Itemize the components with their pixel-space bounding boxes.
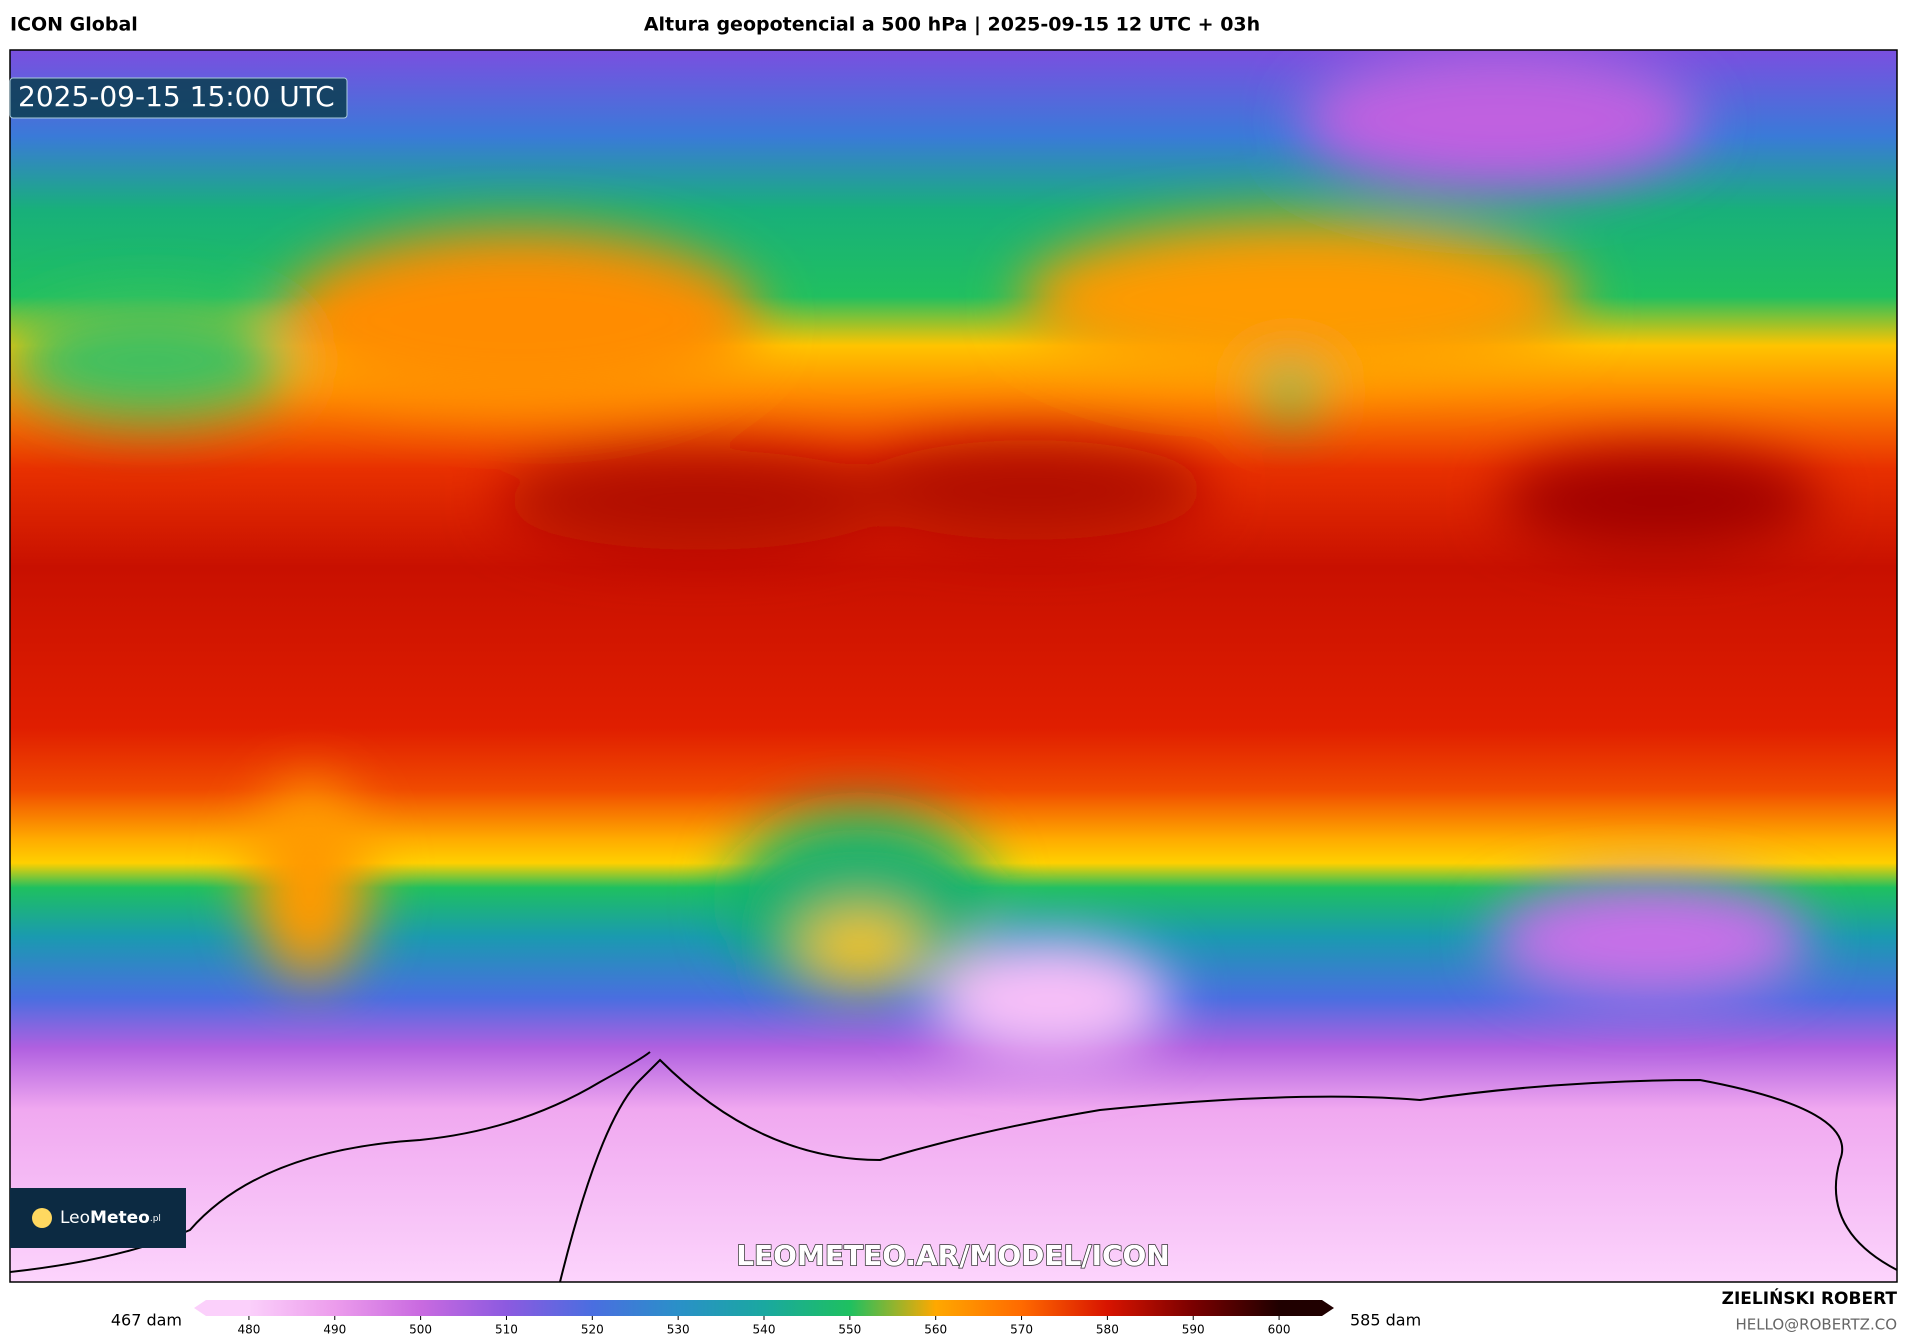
colorbar-tick-label: 500 xyxy=(409,1323,432,1337)
colorbar-tick-label: 560 xyxy=(924,1323,947,1337)
colorbar-tick-label: 510 xyxy=(495,1323,518,1337)
colorbar-min-label: 467 dam xyxy=(111,1311,182,1330)
logo-light: Leo xyxy=(60,1208,90,1228)
logo-bold: Meteo xyxy=(90,1208,150,1228)
credit-email: HELLO@ROBERTZ.CO xyxy=(1735,1316,1897,1334)
colorbar-tick-label: 490 xyxy=(323,1323,346,1337)
coastline xyxy=(559,1058,1897,1282)
map-title: Altura geopotencial a 500 hPa | 2025-09-… xyxy=(644,14,1260,36)
model-name: ICON Global xyxy=(10,14,138,36)
colorbar: 480 490 500 510 520 530 540 550 560 570 580 590 600 xyxy=(194,1300,1334,1337)
field xyxy=(10,50,1897,1282)
colorbar-tick-label: 540 xyxy=(753,1323,776,1337)
watermark: LEOMETEO.AR/MODEL/ICON xyxy=(736,1239,1170,1272)
map-frame xyxy=(9,49,1898,1283)
credit-name: ZIELIŃSKI ROBERT xyxy=(1722,1287,1898,1309)
colorbar-tick-label: 580 xyxy=(1096,1323,1119,1337)
logo-suffix: .pl xyxy=(150,1214,161,1224)
colorbar-extension xyxy=(194,1300,206,1316)
colorbar-extension xyxy=(1322,1300,1334,1316)
logo-sun xyxy=(32,1208,52,1228)
colorbar-tick-label: 600 xyxy=(1268,1323,1291,1337)
colorbar-tick-label: 480 xyxy=(237,1323,260,1337)
colorbar-tick-label: 590 xyxy=(1182,1323,1205,1337)
colorbar-tick-label: 530 xyxy=(667,1323,690,1337)
coastline xyxy=(10,1051,651,1273)
colorbar-bar xyxy=(206,1300,1322,1316)
map xyxy=(10,50,1897,1282)
colorbar-tick-label: 520 xyxy=(581,1323,604,1337)
colorbar-tick-label: 550 xyxy=(838,1323,861,1337)
valid-time: 2025-09-15 15:00 UTC xyxy=(18,80,335,113)
logo-text: LeoMeteo.pl xyxy=(60,1208,161,1228)
field-features xyxy=(10,50,1820,1060)
time-box xyxy=(9,77,348,119)
colorbar-max-label: 585 dam xyxy=(1350,1311,1421,1330)
colorbar-tick-label: 570 xyxy=(1010,1323,1033,1337)
